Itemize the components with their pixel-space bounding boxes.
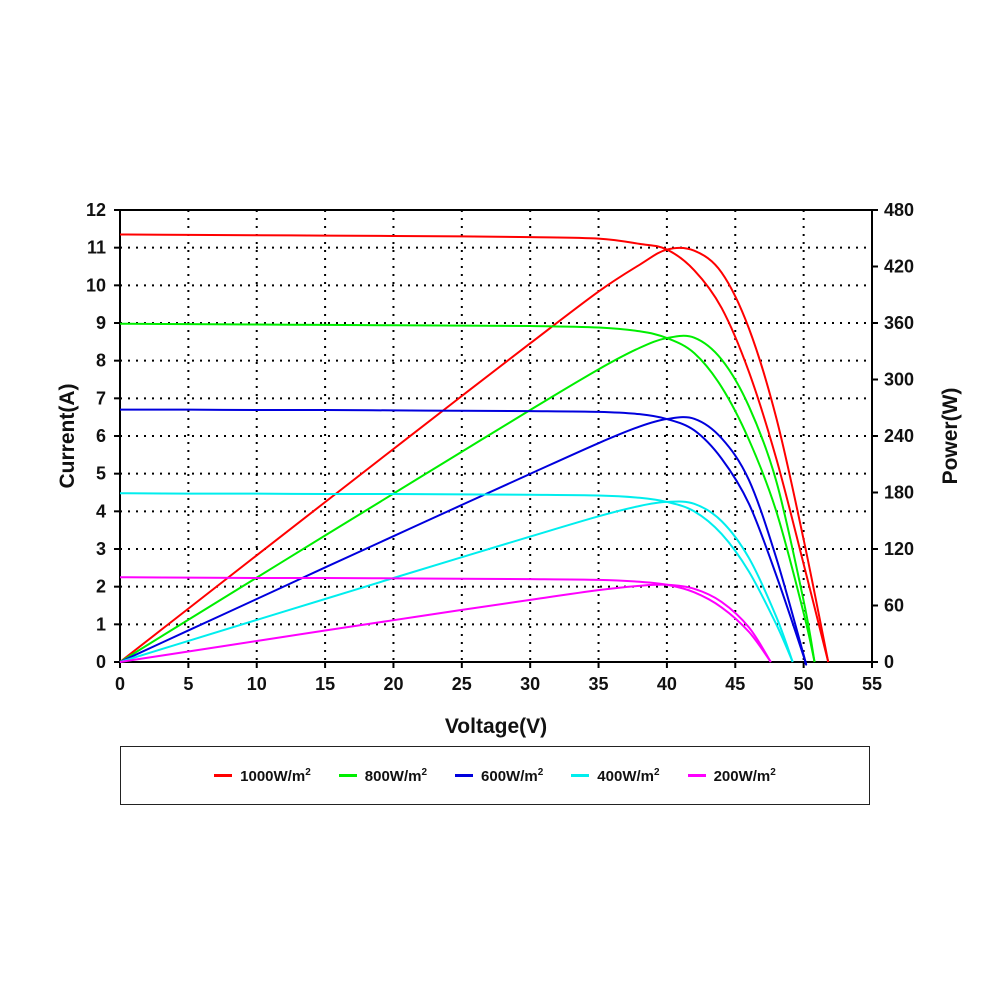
x-tick-label: 0 [115, 674, 125, 694]
y2-tick-label: 300 [884, 370, 914, 390]
pv-curve-4 [119, 583, 772, 663]
iv-curve-0 [119, 233, 830, 663]
legend: 1000W/m2 800W/m2 600W/m2 400W/m2 200W/m2 [120, 746, 870, 805]
y-axis-label: Current(A) [56, 384, 79, 489]
pv-curve-0 [119, 246, 830, 663]
legend-label: 200W/m2 [713, 766, 776, 785]
legend-swatch [571, 774, 590, 777]
y-tick-label: 10 [86, 275, 106, 295]
y2-tick-label: 120 [884, 539, 914, 559]
x-tick-label: 5 [183, 674, 193, 694]
y-tick-label: 3 [96, 539, 106, 559]
y-tick-label: 5 [96, 464, 106, 484]
legend-swatch [338, 774, 357, 777]
legend-label: 800W/m2 [364, 766, 428, 785]
legend-item: 800W/m2 [338, 766, 428, 785]
y2-tick-label: 0 [884, 652, 894, 672]
x-tick-label: 40 [657, 674, 677, 694]
iv-curve-3 [119, 492, 794, 663]
x-tick-label: 35 [589, 674, 609, 694]
y-tick-label: 12 [86, 200, 106, 220]
pv-curve-2 [119, 416, 808, 666]
legend-label: 400W/m2 [597, 766, 660, 785]
legend-item: 1000W/m2 [214, 767, 311, 785]
x-tick-label: 25 [452, 674, 472, 694]
x-tick-label: 10 [247, 674, 267, 694]
iv-curve-4 [119, 576, 772, 663]
pv-curve-1 [119, 334, 816, 663]
x-tick-label: 30 [520, 674, 540, 694]
y2-tick-label: 480 [884, 200, 914, 220]
pv-curve-3 [119, 500, 794, 663]
legend-label: 1000W/m2 [240, 766, 311, 785]
y2-tick-label: 360 [884, 313, 914, 333]
y-tick-label: 4 [96, 501, 106, 521]
y2-tick-label: 180 [884, 483, 914, 503]
y-tick-label: 0 [96, 652, 106, 672]
legend-swatch [214, 774, 233, 777]
y2-tick-label: 240 [884, 426, 914, 446]
legend-swatch [455, 774, 474, 777]
x-tick-label: 20 [383, 674, 403, 694]
legend-swatch [687, 774, 706, 777]
y-tick-label: 8 [96, 351, 106, 371]
y-tick-label: 1 [96, 614, 106, 634]
y2-tick-label: 60 [884, 596, 904, 616]
iv-curve-2 [119, 408, 808, 666]
legend-item: 600W/m2 [455, 767, 543, 785]
iv-curve-1 [119, 322, 816, 663]
x-tick-label: 55 [862, 674, 882, 694]
y-tick-label: 11 [87, 238, 106, 258]
y-tick-label: 6 [96, 426, 106, 446]
x-axis-label: Voltage(V) [445, 715, 547, 738]
x-tick-label: 15 [315, 674, 335, 694]
y-tick-label: 2 [96, 577, 106, 597]
y2-tick-label: 420 [884, 257, 914, 277]
x-tick-label: 50 [794, 674, 814, 694]
legend-item: 400W/m2 [571, 766, 660, 785]
y2-axis-label: Power(W) [939, 388, 962, 485]
y-tick-label: 9 [96, 313, 106, 333]
x-tick-label: 45 [725, 674, 745, 694]
legend-label: 600W/m2 [481, 766, 544, 785]
y-tick-label: 7 [96, 388, 106, 408]
legend-item: 200W/m2 [687, 766, 776, 785]
